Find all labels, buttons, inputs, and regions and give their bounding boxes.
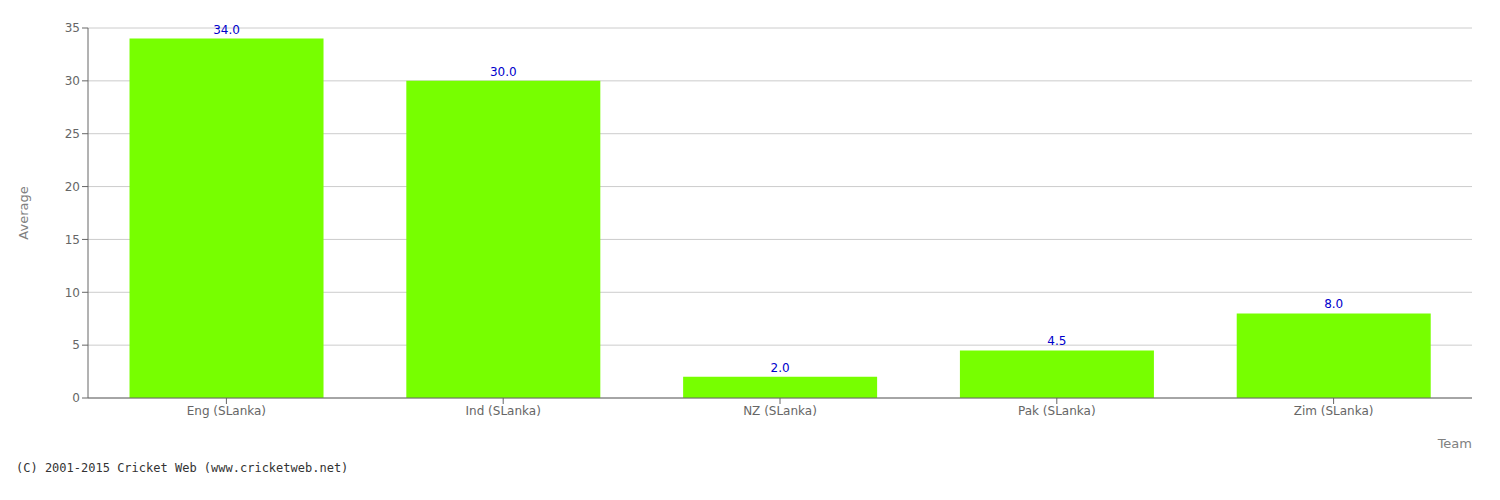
- svg-text:2.0: 2.0: [771, 361, 790, 375]
- svg-text:Pak (SLanka): Pak (SLanka): [1018, 404, 1096, 418]
- svg-text:30: 30: [65, 74, 80, 88]
- svg-text:Zim (SLanka): Zim (SLanka): [1294, 404, 1374, 418]
- svg-text:15: 15: [65, 233, 80, 247]
- svg-text:35: 35: [65, 21, 80, 35]
- svg-text:5: 5: [72, 338, 80, 352]
- svg-text:25: 25: [65, 127, 80, 141]
- svg-text:Ind (SLanka): Ind (SLanka): [466, 404, 541, 418]
- svg-text:Team: Team: [1437, 436, 1472, 451]
- svg-text:4.5: 4.5: [1047, 334, 1066, 348]
- svg-text:Average: Average: [16, 186, 31, 239]
- svg-text:30.0: 30.0: [490, 65, 517, 79]
- html-text:(C) 2001-2015 Cricket Web (www: (C) 2001-2015 Cricket Web (www.cricketwe…: [16, 461, 349, 475]
- svg-text:20: 20: [65, 180, 80, 194]
- svg-text:Eng (SLanka): Eng (SLanka): [187, 404, 266, 418]
- svg-text:10: 10: [65, 286, 80, 300]
- svg-text:34.0: 34.0: [213, 23, 240, 37]
- svg-text:0: 0: [72, 391, 80, 405]
- svg-text:NZ (SLanka): NZ (SLanka): [743, 404, 817, 418]
- svg-text:8.0: 8.0: [1324, 297, 1343, 311]
